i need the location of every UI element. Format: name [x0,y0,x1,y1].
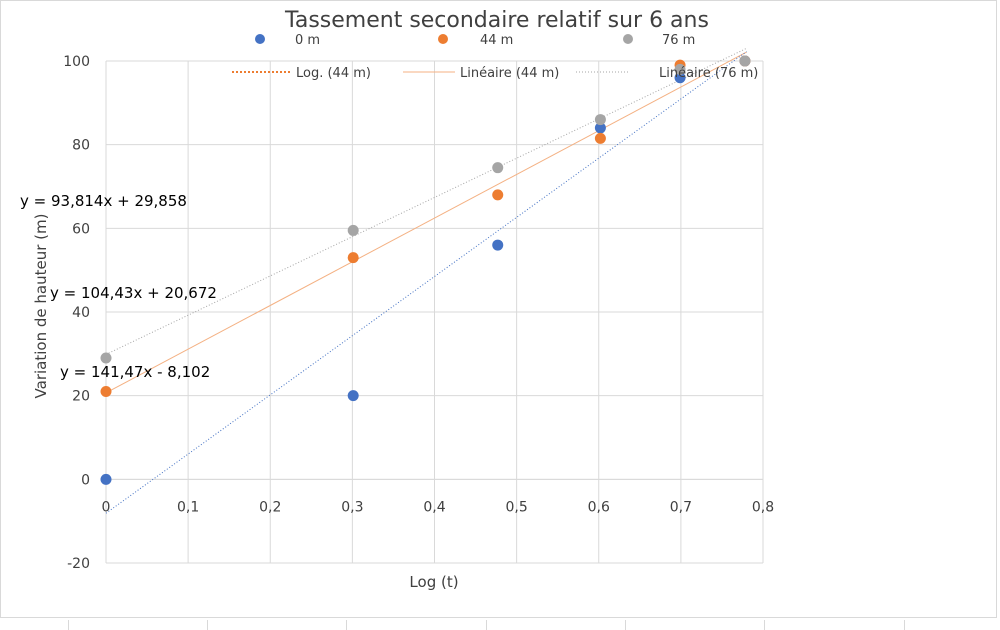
x-tick-label: 0,5 [505,499,527,515]
chart-frame [0,0,997,618]
chart-title: Tassement secondaire relatif sur 6 ans [284,8,709,33]
y-tick-label: 20 [72,389,90,405]
legend-label: 0 m [295,33,320,48]
x-tick-label: 0,7 [670,499,692,515]
legend-label: Log. (44 m) [296,66,371,81]
trendline-equation: y = 104,43x + 20,672 [50,284,217,302]
legend-marker [623,34,633,44]
x-tick-label: 0,3 [341,499,363,515]
x-tick-label: 0,6 [588,499,610,515]
data-point [492,189,504,201]
sheet-gridline [764,620,765,630]
y-tick-label: 60 [72,221,90,237]
trendline [105,51,747,514]
data-point [347,224,359,236]
x-tick-label: 0,2 [259,499,281,515]
data-point [100,352,112,364]
data-point [347,252,359,264]
data-point [100,385,112,397]
trendline-equation: y = 93,814x + 29,858 [20,192,187,210]
sheet-gridline [486,620,487,630]
y-tick-label: 0 [81,472,90,488]
data-point [739,55,751,67]
data-point [594,122,606,134]
data-point [674,72,686,84]
trendline [105,51,747,394]
y-tick-label: 80 [72,138,90,154]
legend-label: 76 m [662,33,695,48]
trendline [105,47,747,355]
data-point [674,63,686,75]
x-axis-title: Log (t) [409,573,458,591]
x-tick-label: 0,1 [177,499,199,515]
x-tick-label: 0 [102,499,111,515]
legend-label: Linéaire (76 m) [659,66,758,81]
y-axis-title: Variation de hauteur (m) [32,214,50,399]
legend-marker [438,34,448,44]
y-tick-label: 100 [63,54,90,70]
data-point [347,390,359,402]
sheet-gridline [625,620,626,630]
x-tick-label: 0,8 [752,499,774,515]
data-point [100,473,112,485]
legend-label: 44 m [480,33,513,48]
data-point [594,114,606,126]
data-point [492,162,504,174]
x-tick-label: 0,4 [423,499,445,515]
legend-label: Linéaire (44 m) [460,66,559,81]
legend-marker [255,34,265,44]
sheet-gridline [904,620,905,630]
y-tick-label: 40 [72,305,90,321]
data-point [492,239,504,251]
trendline-equation: y = 141,47x - 8,102 [60,363,210,381]
data-point [594,132,606,144]
sheet-gridline [68,620,69,630]
sheet-gridline [207,620,208,630]
sheet-gridline [346,620,347,630]
y-tick-label: -20 [67,556,90,572]
